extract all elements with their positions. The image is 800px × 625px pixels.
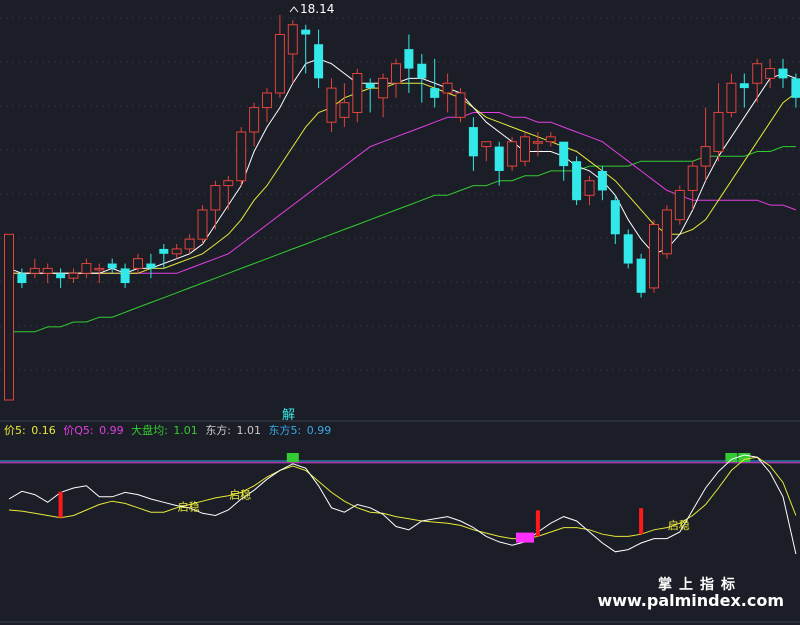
osc-yellow-line <box>8 456 797 540</box>
candle-body-down <box>791 78 800 98</box>
legend-dongfang5: 东方5: 0.99 <box>268 424 332 437</box>
candle-body-down <box>739 83 749 89</box>
candle-body-up <box>326 87 337 123</box>
candle-body-up <box>133 258 143 269</box>
ma-green-line <box>9 146 796 333</box>
candle-body-down <box>120 268 130 284</box>
ma-magenta-line <box>9 112 797 274</box>
candle-body-down <box>636 258 646 293</box>
candle-body-up <box>545 136 556 143</box>
candle-body-up <box>661 209 672 255</box>
legend-jiaq5: 价Q5: 0.99 <box>63 424 124 437</box>
osc-green-bar <box>725 453 738 463</box>
candle-body-up <box>262 92 272 109</box>
candle-body-up <box>649 224 659 289</box>
candle-body-down <box>159 248 169 254</box>
candle-body-up <box>481 141 492 148</box>
candle-body-up <box>274 33 285 94</box>
candle-body-up <box>765 68 776 79</box>
signal-label: 启稳 <box>178 500 200 514</box>
jie-signal-label: 解 <box>282 408 295 423</box>
osc-green-bar <box>286 453 299 463</box>
candle-body-up <box>42 267 53 274</box>
candle-body-up <box>507 141 518 167</box>
candle-body-up <box>520 136 530 162</box>
candle-body-down <box>468 127 478 157</box>
candle-body-up <box>249 107 260 133</box>
candle-body-up <box>210 185 221 211</box>
watermark-url: www.palmindex.com <box>597 591 784 610</box>
candle-body-up <box>4 233 14 401</box>
candle-body-up <box>687 165 698 191</box>
candle-body-down <box>107 263 117 269</box>
candle-body-down <box>17 273 27 284</box>
osc-magenta-signal <box>516 532 534 543</box>
candle-body-up <box>171 248 182 255</box>
candle-body-down <box>314 44 324 79</box>
osc-white-line <box>8 454 797 555</box>
candle-body-down <box>559 141 569 167</box>
legend-jia5: 价5: 0.16 <box>4 424 56 437</box>
candle-body-up <box>184 238 195 250</box>
candle-body-down <box>56 273 66 279</box>
candle-body-up <box>752 63 763 84</box>
osc-red-signal <box>535 510 540 537</box>
candle-body-down <box>494 146 504 171</box>
candle-body-down <box>778 68 788 79</box>
candle-body-down <box>597 170 607 191</box>
peak-price-label: 18.14 <box>300 2 334 16</box>
candle-body-up <box>236 131 247 182</box>
candle-body-up <box>94 267 105 271</box>
candle-body-down <box>610 200 620 235</box>
candle-body-up <box>197 209 208 240</box>
candle-body-up <box>223 180 234 187</box>
peak-marker <box>289 6 299 13</box>
legend-dapanjun: 大盘均: 1.01 <box>131 424 198 437</box>
candle-body-up <box>352 72 363 113</box>
candle-body-up <box>726 82 737 113</box>
candle-body-up <box>68 272 79 279</box>
watermark-cn: 掌上指标 <box>658 577 742 593</box>
osc-green-bar <box>738 453 751 463</box>
candle-body-up <box>532 141 543 144</box>
candle-body-down <box>301 29 311 35</box>
candle-body-up <box>713 111 724 152</box>
candle-body-down <box>430 88 440 98</box>
signal-label: 启稳 <box>668 518 690 532</box>
candle-body-down <box>404 49 414 69</box>
ma-white-line <box>8 58 797 274</box>
signal-label: 启稳 <box>229 487 251 501</box>
candle-body-down <box>365 83 375 89</box>
candle-body-up <box>29 267 40 274</box>
candle-body-up <box>584 180 595 196</box>
ma-yellow-line <box>9 82 797 274</box>
candle-body-down <box>146 263 156 269</box>
indicator-legend: 价5: 0.16 价Q5: 0.99 大盘均: 1.01 东方: 1.01 东方… <box>4 422 335 438</box>
candle-body-up <box>674 189 685 221</box>
osc-red-signal <box>639 508 644 535</box>
candle-body-down <box>623 234 633 264</box>
candle-body-up <box>455 92 466 118</box>
candle-body-up <box>700 146 711 167</box>
candle-body-up <box>81 263 92 274</box>
candle-body-up <box>442 82 453 94</box>
candle-body-down <box>572 161 582 201</box>
candle-body-down <box>417 63 427 79</box>
legend-dongfang: 东方: 1.01 <box>205 424 262 437</box>
candle-body-up <box>339 102 350 118</box>
candle-body-up <box>287 24 298 55</box>
candle-body-up <box>378 77 389 99</box>
candle-body-up <box>391 63 401 84</box>
osc-red-signal <box>58 491 63 518</box>
